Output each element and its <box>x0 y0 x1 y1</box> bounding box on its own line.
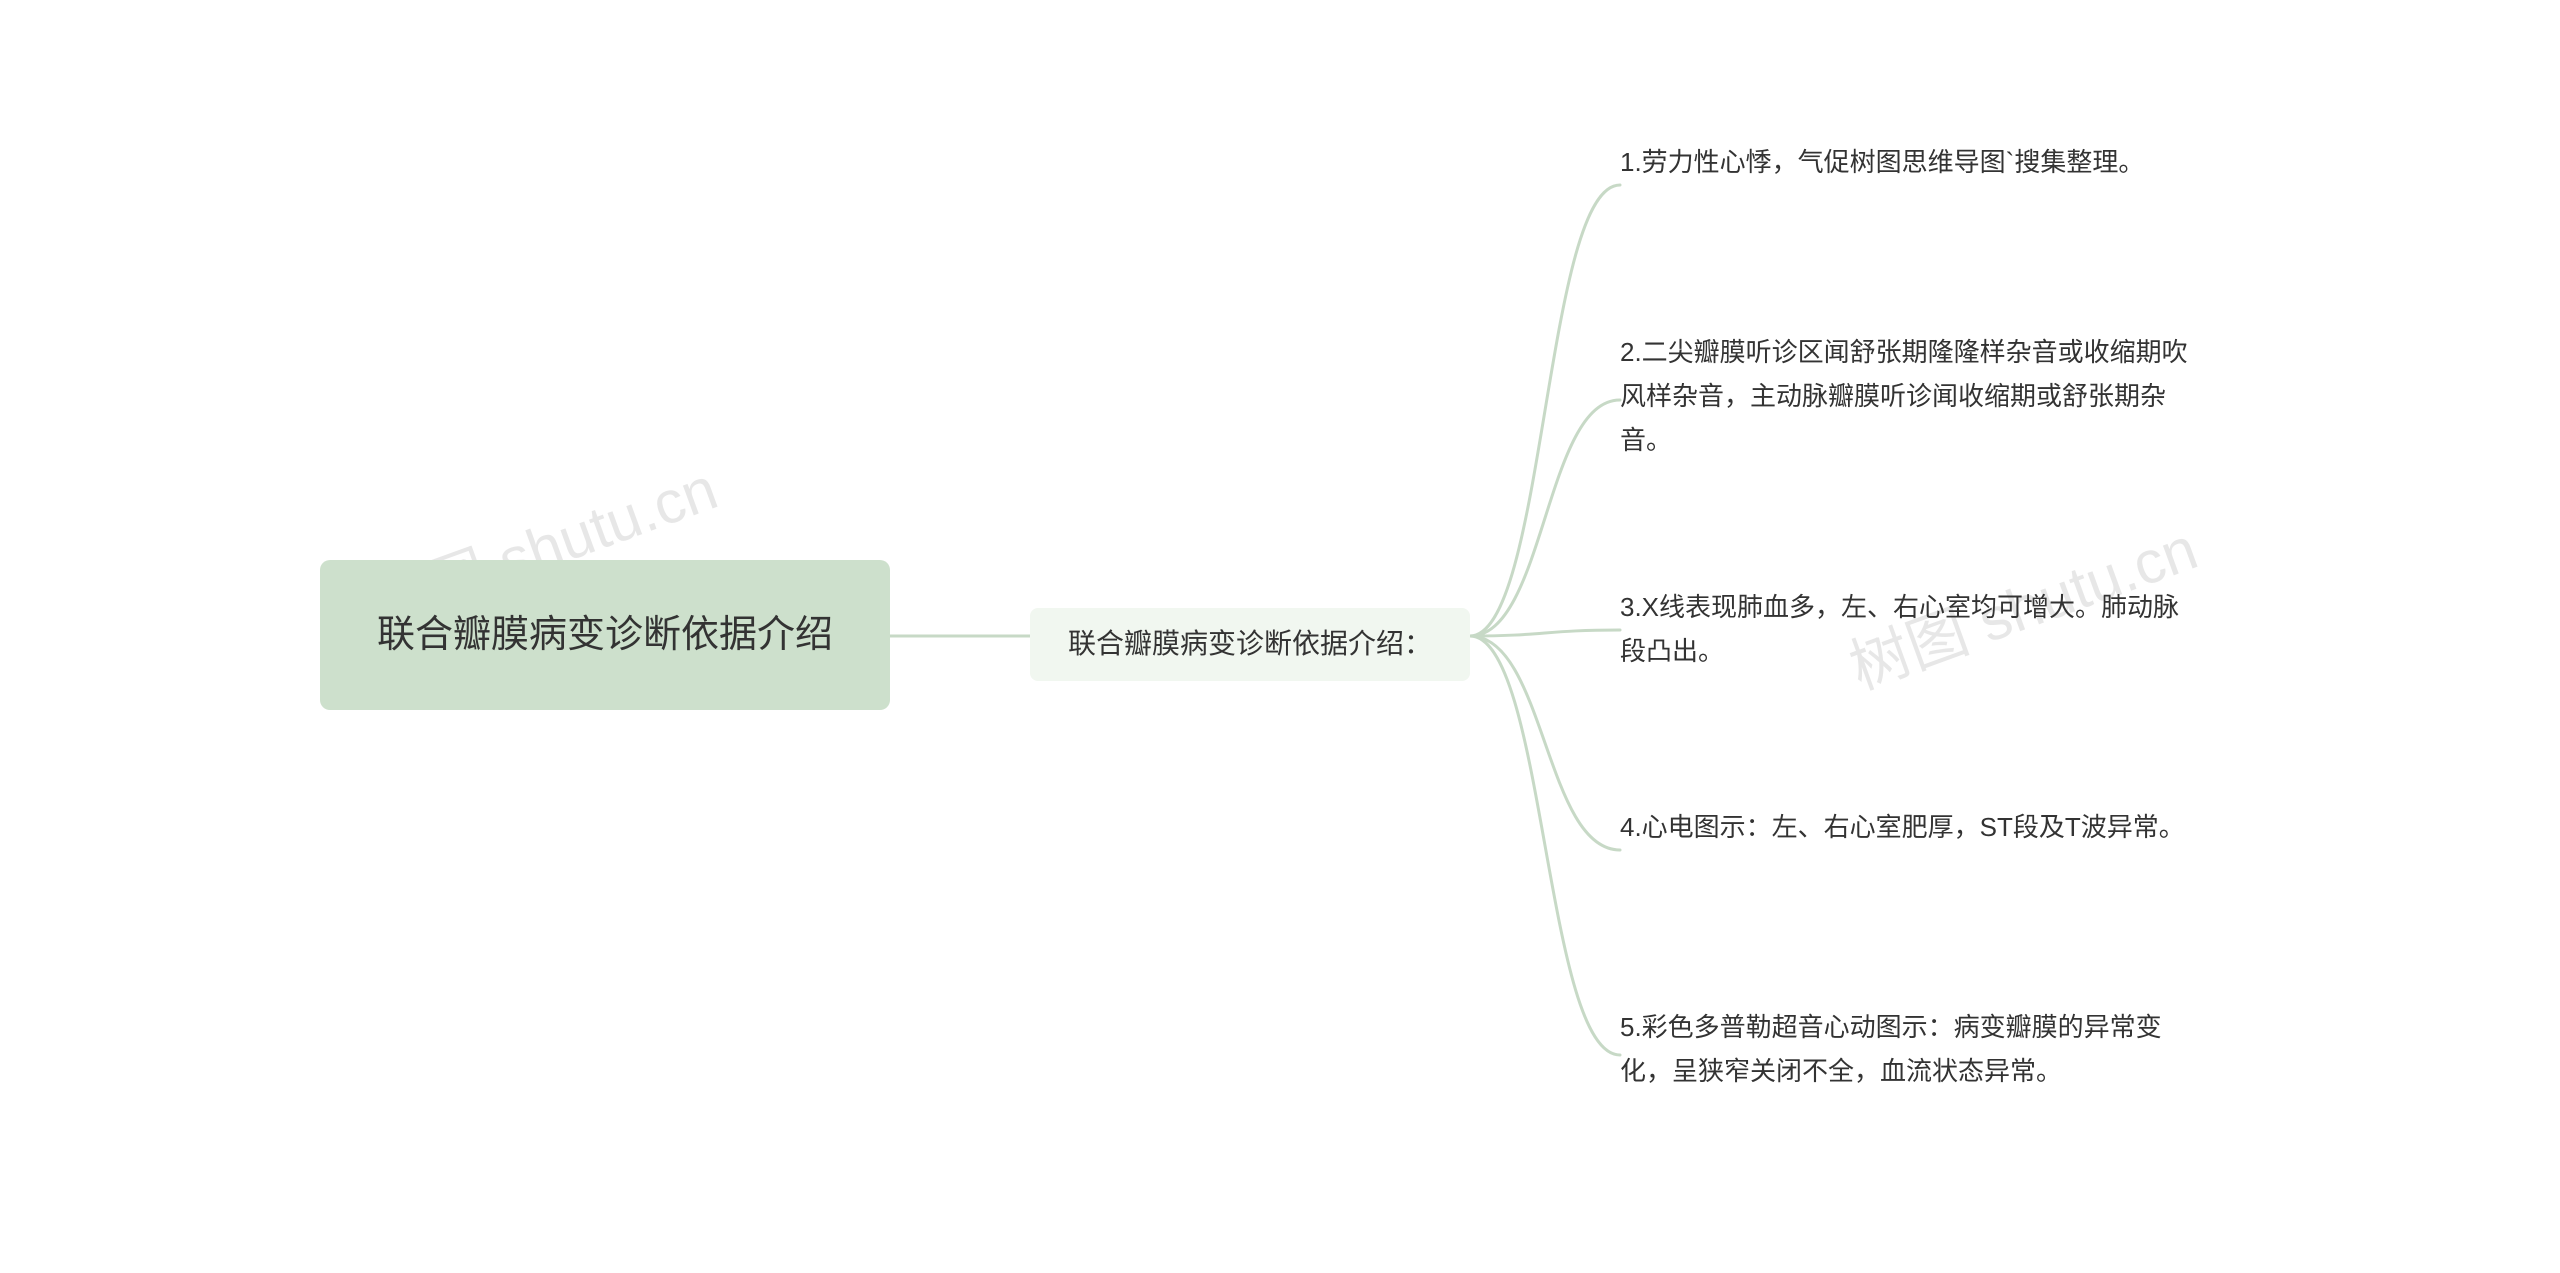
sub-node[interactable]: 联合瓣膜病变诊断依据介绍： <box>1030 608 1470 681</box>
leaf-node[interactable]: 3.X线表现肺血多，左、右心室均可增大。肺动脉段凸出。 <box>1620 585 2200 675</box>
mindmap-canvas: 树图 shutu.cn 树图 shutu.cn 联合瓣膜病变诊断依据介绍 联合瓣… <box>0 0 2560 1273</box>
root-node-text: 联合瓣膜病变诊断依据介绍 <box>377 605 833 666</box>
leaf-node[interactable]: 4.心电图示：左、右心室肥厚，ST段及T波异常。 <box>1620 805 2200 895</box>
leaf-node[interactable]: 2.二尖瓣膜听诊区闻舒张期隆隆样杂音或收缩期吹风样杂音，主动脉瓣膜听诊闻收缩期或… <box>1620 330 2200 470</box>
sub-node-text: 联合瓣膜病变诊断依据介绍： <box>1068 622 1432 667</box>
leaf-text: 2.二尖瓣膜听诊区闻舒张期隆隆样杂音或收缩期吹风样杂音，主动脉瓣膜听诊闻收缩期或… <box>1620 330 2200 463</box>
leaf-text: 5.彩色多普勒超音心动图示：病变瓣膜的异常变化，呈狭窄关闭不全，血流状态异常。 <box>1620 1005 2200 1093</box>
leaf-node[interactable]: 1.劳力性心悸，气促树图思维导图`搜集整理。 <box>1620 140 2200 230</box>
leaf-text: 3.X线表现肺血多，左、右心室均可增大。肺动脉段凸出。 <box>1620 585 2200 673</box>
leaf-text: 1.劳力性心悸，气促树图思维导图`搜集整理。 <box>1620 140 2144 184</box>
leaf-node[interactable]: 5.彩色多普勒超音心动图示：病变瓣膜的异常变化，呈狭窄关闭不全，血流状态异常。 <box>1620 1005 2200 1105</box>
leaf-text: 4.心电图示：左、右心室肥厚，ST段及T波异常。 <box>1620 805 2185 849</box>
root-node[interactable]: 联合瓣膜病变诊断依据介绍 <box>320 560 890 710</box>
